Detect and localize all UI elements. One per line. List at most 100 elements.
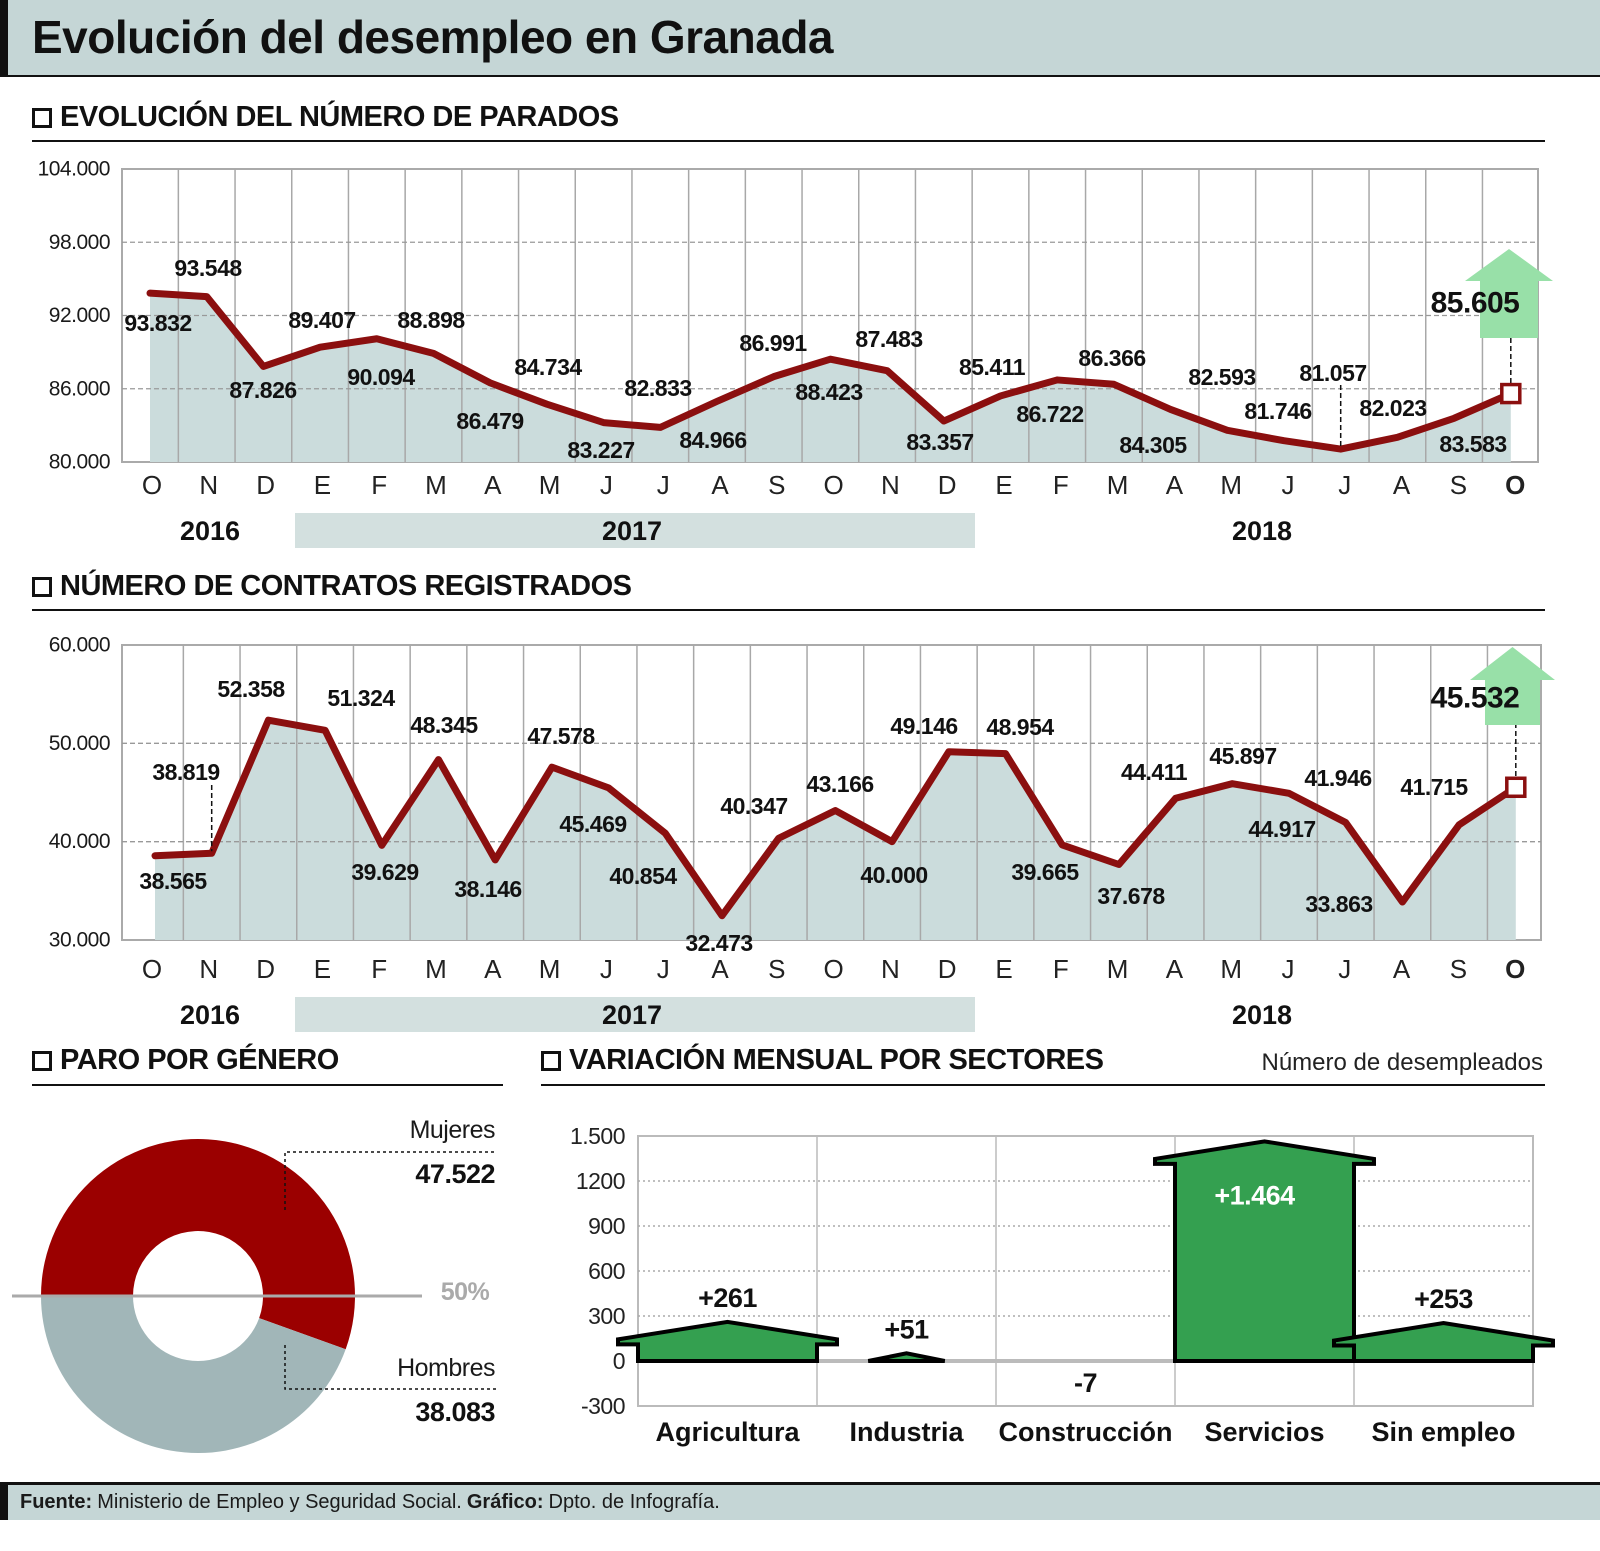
data-label: 32.473: [685, 930, 752, 956]
data-label: 87.826: [229, 377, 296, 403]
data-label: 43.166: [806, 771, 873, 797]
data-label: 86.479: [456, 408, 523, 434]
x-tick-label: A: [1166, 954, 1184, 984]
y-tick-label: 104.000: [38, 158, 110, 181]
x-tick-label: O: [1505, 954, 1525, 984]
data-label: 89.407: [288, 307, 355, 333]
x-tick-label: J: [1282, 470, 1295, 500]
data-label: 33.863: [1305, 891, 1372, 917]
x-category-label: Sin empleo: [1371, 1417, 1515, 1447]
divider: [541, 1084, 1545, 1086]
x-tick-label: D: [938, 954, 957, 984]
data-label: 90.094: [347, 364, 415, 390]
x-tick-label: J: [1282, 954, 1295, 984]
section-title: EVOLUCIÓN DEL NÚMERO DE PARADOS: [60, 101, 619, 133]
x-tick-label: O: [1505, 470, 1525, 500]
x-tick-label: D: [256, 954, 275, 984]
section-title: NÚMERO DE CONTRATOS REGISTRADOS: [60, 570, 632, 602]
x-tick-label: F: [371, 470, 387, 500]
year-label: 2016: [180, 516, 240, 546]
data-label: 45.897: [1209, 743, 1276, 769]
checkbox-square-icon: [32, 107, 52, 128]
data-label: 83.583: [1439, 431, 1506, 457]
x-tick-label: F: [371, 954, 387, 984]
sectores-bar-chart: [616, 1135, 1555, 1407]
data-label: 82.833: [624, 375, 691, 401]
data-label: 40.854: [609, 863, 677, 889]
source-text: Ministerio de Empleo y Seguridad Social.: [97, 1491, 462, 1513]
checkbox-square-icon: [32, 1050, 52, 1071]
bar-agricultura: [616, 1319, 839, 1363]
data-label: 38.565: [139, 868, 207, 894]
bar-value-label: -7: [1074, 1368, 1097, 1398]
y-tick-label: 30.000: [49, 929, 110, 952]
data-label: 81.057: [1299, 360, 1366, 386]
bar-value-label: +261: [698, 1283, 757, 1313]
y-tick-label: 60.000: [49, 634, 110, 657]
x-tick-label: J: [1338, 954, 1351, 984]
y-tick-label: 1200: [576, 1168, 625, 1194]
year-band-highlight: [295, 513, 975, 548]
source-label: Fuente:: [20, 1491, 93, 1513]
data-label: 84.305: [1119, 432, 1187, 458]
data-label: 81.746: [1244, 398, 1311, 424]
x-tick-label: J: [657, 470, 670, 500]
contratos-chart: [121, 644, 1555, 1032]
value-hombres: 38.083: [415, 1397, 495, 1427]
y-tick-label: 1.500: [570, 1123, 625, 1149]
y-tick-label: 92.000: [49, 304, 110, 327]
x-category-label: Agricultura: [655, 1417, 800, 1447]
x-category-label: Industria: [849, 1417, 964, 1447]
x-tick-label: J: [1338, 470, 1351, 500]
data-label: 86.722: [1016, 401, 1083, 427]
data-label: 51.324: [327, 685, 395, 711]
x-tick-label: N: [881, 954, 900, 984]
x-tick-label: A: [711, 954, 729, 984]
x-tick-label: E: [314, 954, 331, 984]
section-heading-sectores: VARIACIÓN MENSUAL POR SECTORES: [541, 1044, 1104, 1077]
title-band: [0, 0, 1600, 77]
latest-value-label: 45.532: [1431, 682, 1520, 715]
x-tick-label: O: [823, 954, 843, 984]
x-tick-label: E: [314, 470, 331, 500]
data-label: 38.146: [454, 876, 521, 902]
x-tick-label: N: [199, 470, 218, 500]
section-title: PARO POR GÉNERO: [60, 1044, 339, 1076]
bar-servicios: [1153, 1139, 1376, 1363]
x-tick-label: N: [881, 470, 900, 500]
x-tick-label: M: [539, 954, 561, 984]
latest-value-label: 85.605: [1431, 287, 1520, 320]
x-tick-label: A: [1393, 470, 1411, 500]
bar-value-label: +51: [884, 1314, 929, 1344]
x-tick-label: S: [1450, 470, 1467, 500]
data-label: 87.483: [855, 326, 922, 352]
bar-sin-empleo: [1332, 1321, 1555, 1363]
x-tick-label: M: [1220, 954, 1242, 984]
footer: Fuente: Ministerio de Empleo y Seguridad…: [0, 1482, 1600, 1520]
data-label: 48.954: [986, 714, 1054, 740]
x-tick-label: M: [1107, 470, 1129, 500]
year-band-highlight: [295, 997, 975, 1032]
data-label: 44.917: [1248, 816, 1315, 842]
data-label: 37.678: [1097, 883, 1165, 909]
data-label: 40.000: [860, 862, 927, 888]
data-label: 88.423: [795, 379, 862, 405]
section-heading-genero: PARO POR GÉNERO: [32, 1044, 339, 1077]
x-tick-label: A: [484, 954, 502, 984]
x-category-label: Servicios: [1204, 1417, 1324, 1447]
leader-line: [284, 1345, 497, 1390]
footer-accent-bar: [0, 1482, 8, 1520]
leader-line: [284, 1151, 497, 1210]
x-tick-label: S: [1450, 954, 1467, 984]
legend-hombres: Hombres: [397, 1354, 495, 1382]
data-label: 93.832: [124, 310, 191, 336]
data-label: 38.819: [152, 759, 219, 785]
data-label: 83.357: [906, 429, 973, 455]
x-tick-label: D: [938, 470, 957, 500]
unit-label: Número de desempleados: [1261, 1049, 1544, 1076]
trend-up-arrow-icon: [1470, 647, 1555, 725]
y-tick-label: -300: [581, 1393, 625, 1419]
section-heading-contratos: NÚMERO DE CONTRATOS REGISTRADOS: [32, 570, 632, 603]
data-label: 85.411: [959, 354, 1026, 380]
legend-mujeres: Mujeres: [410, 1116, 495, 1144]
